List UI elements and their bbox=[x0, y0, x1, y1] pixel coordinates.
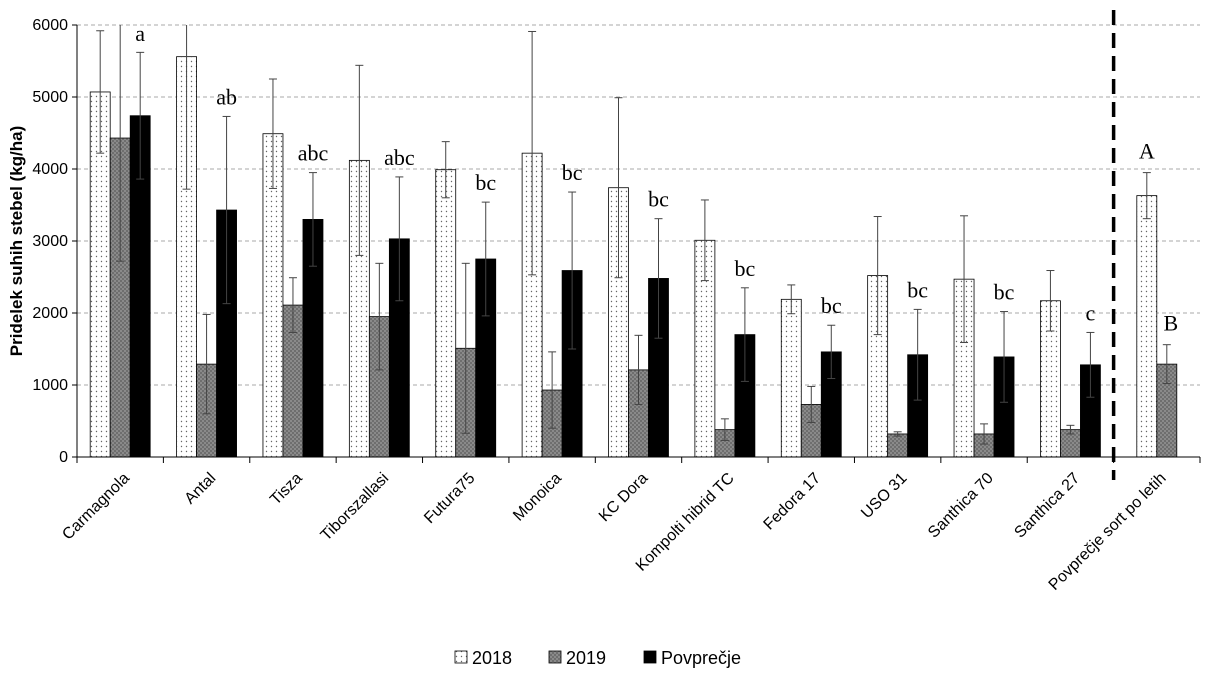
y-axis: 0 1000 2000 3000 4000 5000 6000 bbox=[32, 17, 78, 466]
x-tick-label: Antal bbox=[182, 470, 220, 508]
significance-letter: ab bbox=[216, 84, 237, 109]
x-axis: Carmagnola Antal Tisza Tiborszallasi Futura7… bbox=[59, 456, 1201, 594]
x-tick-label: Fedora 17 bbox=[761, 470, 825, 534]
x-tick-label: Futura75 bbox=[421, 470, 478, 527]
significance-letter: abc bbox=[384, 145, 415, 170]
y-tick-label: 3000 bbox=[32, 233, 68, 250]
x-tick-label: Tisza bbox=[267, 470, 306, 509]
y-tick-label: 2000 bbox=[32, 305, 68, 322]
significance-letter: abc bbox=[298, 141, 329, 166]
significance-letter: bc bbox=[994, 280, 1015, 305]
x-tick-label: Santhica 70 bbox=[925, 470, 997, 542]
bars bbox=[89, 56, 1178, 458]
x-tick-label: USO 31 bbox=[858, 470, 910, 522]
bar bbox=[435, 169, 457, 458]
x-tick-label: Monoica bbox=[510, 470, 565, 525]
x-tick-label: Carmagnola bbox=[59, 470, 133, 544]
legend-swatch bbox=[548, 650, 562, 664]
y-axis-label: Pridelek suhih stebel (kg/ha) bbox=[7, 126, 26, 357]
significance-letter: a bbox=[135, 21, 145, 46]
bar bbox=[780, 298, 802, 458]
x-tick-label: Santhica 27 bbox=[1011, 470, 1083, 542]
y-tick-label: 1000 bbox=[32, 377, 68, 394]
legend-label: 2019 bbox=[566, 648, 606, 668]
year-letter-a: A bbox=[1139, 139, 1155, 164]
error-bars bbox=[96, 25, 1171, 445]
legend: 2018 2019 Povprečje bbox=[454, 648, 741, 668]
legend-swatch bbox=[643, 650, 657, 664]
significance-letter: bc bbox=[735, 256, 756, 281]
y-tick-label: 0 bbox=[59, 449, 68, 466]
significance-letter: c bbox=[1086, 300, 1096, 325]
y-tick-label: 6000 bbox=[32, 17, 68, 34]
significance-letter: bc bbox=[562, 160, 583, 185]
significance-letter: bc bbox=[821, 293, 842, 318]
year-letter-b: B bbox=[1163, 311, 1178, 336]
legend-label: 2018 bbox=[472, 648, 512, 668]
legend-label: Povprečje bbox=[661, 648, 741, 668]
x-tick-label: Kompolti hibrid TC bbox=[633, 470, 738, 575]
legend-swatch bbox=[454, 650, 468, 664]
x-tick-label: KC Dora bbox=[596, 470, 651, 525]
gridlines bbox=[77, 24, 1200, 386]
significance-letter: bc bbox=[648, 187, 669, 212]
y-tick-label: 5000 bbox=[32, 89, 68, 106]
significance-letter: bc bbox=[475, 170, 496, 195]
bar bbox=[887, 433, 909, 458]
bar bbox=[1136, 195, 1158, 458]
significance-letter: bc bbox=[907, 277, 928, 302]
x-tick-label: Tiborszallasi bbox=[318, 470, 392, 544]
significance-letters: a ab abc abc bc bc bc bc bc bc bc c A B bbox=[135, 21, 1178, 336]
y-tick-label: 4000 bbox=[32, 161, 68, 178]
